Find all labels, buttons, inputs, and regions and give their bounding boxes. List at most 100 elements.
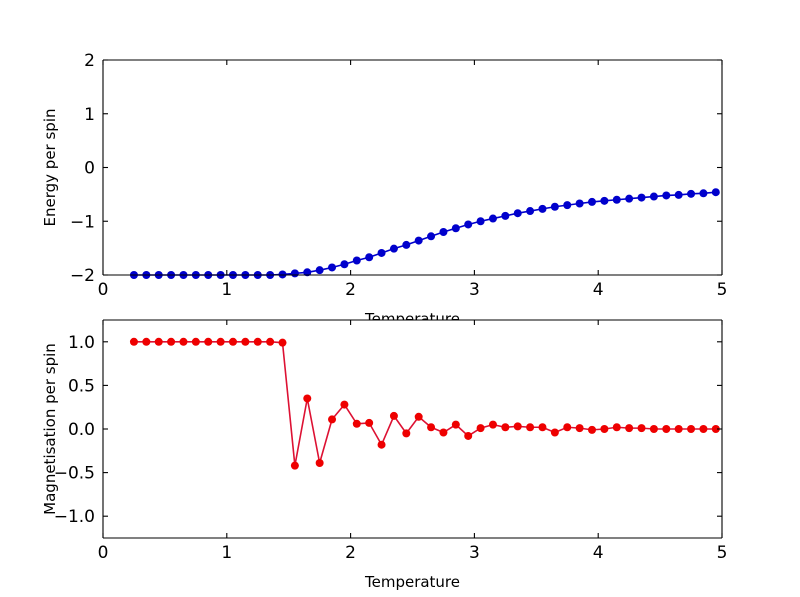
- data-point: [352, 419, 361, 428]
- data-point: [588, 425, 597, 434]
- data-point: [451, 224, 460, 233]
- data-point: [513, 209, 522, 218]
- data-point: [674, 425, 683, 433]
- data-markers-magnetisation-per-spin: [129, 337, 720, 470]
- x-ticklabel: 5: [717, 280, 728, 300]
- x-ticklabel: 4: [593, 280, 604, 300]
- data-point: [687, 189, 696, 198]
- data-point: [315, 266, 324, 275]
- data-point: [328, 415, 337, 424]
- y-axis-label-magnetisation-per-spin: Magnetisation per spin: [41, 343, 59, 515]
- y-ticklabel: −0.5: [54, 464, 95, 484]
- data-point: [414, 412, 423, 421]
- data-point: [538, 204, 547, 213]
- data-point: [216, 337, 225, 346]
- data-point: [649, 425, 658, 433]
- data-point: [476, 424, 485, 433]
- y-ticklabel: 1.0: [68, 333, 95, 353]
- x-ticklabel: 0: [98, 543, 109, 563]
- data-point: [315, 459, 324, 468]
- data-point: [612, 195, 621, 204]
- y-ticklabel: 1: [84, 105, 95, 125]
- data-point: [625, 424, 634, 433]
- data-point: [526, 423, 535, 432]
- data-point: [427, 423, 436, 432]
- data-point: [142, 337, 151, 346]
- data-point: [439, 428, 448, 437]
- y-ticklabel: −1: [70, 212, 95, 232]
- y-ticklabel: 0: [84, 159, 95, 179]
- data-point: [464, 220, 473, 229]
- data-point: [340, 400, 349, 409]
- y-ticklabel: −1.0: [54, 507, 95, 527]
- data-point: [439, 228, 448, 236]
- data-point: [414, 236, 423, 245]
- x-axis-label-magnetisation-per-spin: Temperature: [364, 573, 460, 591]
- data-point: [377, 440, 386, 449]
- data-point: [501, 211, 510, 220]
- data-point: [179, 337, 188, 346]
- data-point: [303, 268, 312, 277]
- y-ticklabel: 2: [84, 51, 95, 71]
- x-ticklabel: 5: [717, 543, 728, 563]
- data-point: [352, 256, 361, 265]
- data-point: [389, 411, 398, 420]
- data-point: [637, 193, 646, 202]
- data-point: [340, 260, 349, 269]
- data-point: [191, 337, 200, 346]
- data-point: [711, 425, 720, 433]
- x-ticklabel: 2: [345, 543, 356, 563]
- data-point: [402, 240, 411, 249]
- data-point: [389, 244, 398, 253]
- x-ticklabel: 3: [469, 543, 480, 563]
- data-point: [402, 429, 411, 438]
- x-ticklabel: 0: [98, 280, 109, 300]
- plot-area-energy-per-spin: [103, 60, 722, 275]
- data-point: [241, 337, 250, 346]
- data-point: [204, 337, 213, 346]
- data-point: [488, 214, 497, 223]
- data-point: [699, 189, 708, 198]
- data-point: [278, 338, 287, 347]
- data-point: [711, 188, 720, 197]
- data-point: [464, 431, 473, 440]
- data-point: [662, 191, 671, 200]
- y-axis-label-energy-per-spin: Energy per spin: [41, 109, 59, 227]
- data-point: [513, 422, 522, 431]
- data-point: [563, 423, 572, 432]
- data-point: [488, 420, 497, 429]
- data-point: [538, 423, 547, 432]
- data-point: [588, 197, 597, 206]
- y-ticklabel: −2: [70, 266, 95, 286]
- subplot-magnetisation-per-spin: 0 1 2 3 4 5 −1.0 −0.5 0.0 0.5 1.0 Temperature Magnet…: [41, 319, 728, 591]
- data-point: [476, 217, 485, 226]
- data-point: [550, 202, 559, 211]
- data-point: [501, 423, 510, 432]
- data-point: [687, 425, 696, 433]
- x-ticklabel: 2: [345, 280, 356, 300]
- data-point: [612, 423, 621, 432]
- data-point: [228, 337, 237, 346]
- data-point: [674, 190, 683, 199]
- y-ticklabel: 0.5: [68, 376, 95, 396]
- data-point: [328, 263, 337, 272]
- data-point: [550, 428, 559, 437]
- data-point: [600, 425, 609, 433]
- y-ticklabel: 0.0: [68, 420, 95, 440]
- data-point: [290, 461, 299, 470]
- data-point: [575, 424, 584, 433]
- data-point: [649, 192, 658, 201]
- data-point: [563, 201, 572, 210]
- x-ticklabel: 1: [221, 280, 232, 300]
- x-ticklabel: 3: [469, 280, 480, 300]
- x-ticklabel: 4: [593, 543, 604, 563]
- data-point: [167, 337, 176, 346]
- data-point: [575, 199, 584, 208]
- data-point: [154, 337, 163, 346]
- data-point: [290, 269, 299, 278]
- data-point: [526, 207, 535, 216]
- x-ticklabel: 1: [221, 543, 232, 563]
- data-point: [365, 253, 374, 262]
